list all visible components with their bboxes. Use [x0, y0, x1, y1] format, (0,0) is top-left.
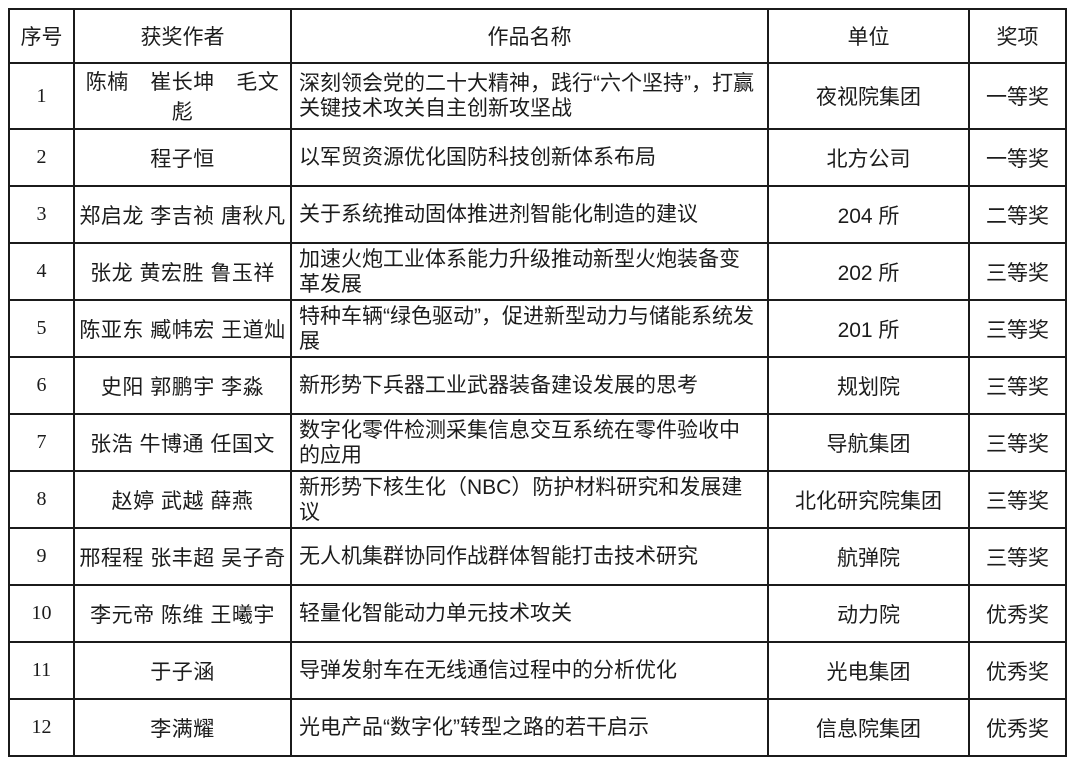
cell-title: 光电产品“数字化”转型之路的若干启示 [290, 698, 769, 757]
cell-award: 三等奖 [968, 299, 1067, 358]
cell-authors: 于子涵 [73, 641, 292, 700]
cell-no: 7 [8, 413, 75, 472]
cell-unit: 光电集团 [767, 641, 970, 700]
awards-table: 序号 获奖作者 作品名称 单位 奖项 1 陈楠 崔长坤 毛文彪 深刻领会党的二十… [8, 8, 1067, 757]
table-row: 10 李元帝 陈维 王曦宇 轻量化智能动力单元技术攻关 动力院 优秀奖 [8, 584, 1067, 643]
cell-title: 轻量化智能动力单元技术攻关 [290, 584, 769, 643]
cell-no: 2 [8, 128, 75, 187]
cell-authors: 赵婷 武越 薛燕 [73, 470, 292, 529]
cell-authors: 邢程程 张丰超 吴子奇 [73, 527, 292, 586]
cell-no: 4 [8, 242, 75, 301]
cell-no: 11 [8, 641, 75, 700]
cell-no: 1 [8, 62, 75, 130]
cell-authors: 李元帝 陈维 王曦宇 [73, 584, 292, 643]
table-header-row: 序号 获奖作者 作品名称 单位 奖项 [8, 8, 1067, 64]
cell-authors: 陈亚东 臧帏宏 王道灿 [73, 299, 292, 358]
table-row: 9 邢程程 张丰超 吴子奇 无人机集群协同作战群体智能打击技术研究 航弹院 三等… [8, 527, 1067, 586]
cell-award: 一等奖 [968, 128, 1067, 187]
table-row: 4 张龙 黄宏胜 鲁玉祥 加速火炮工业体系能力升级推动新型火炮装备变革发展 20… [8, 242, 1067, 301]
header-cell-no: 序号 [8, 8, 75, 64]
cell-unit: 202 所 [767, 242, 970, 301]
cell-authors: 陈楠 崔长坤 毛文彪 [73, 62, 292, 130]
cell-title: 数字化零件检测采集信息交互系统在零件验收中的应用 [290, 413, 769, 472]
cell-unit: 导航集团 [767, 413, 970, 472]
cell-authors: 李满耀 [73, 698, 292, 757]
cell-title: 以军贸资源优化国防科技创新体系布局 [290, 128, 769, 187]
header-cell-award: 奖项 [968, 8, 1067, 64]
table-row: 8 赵婷 武越 薛燕 新形势下核生化（NBC）防护材料研究和发展建议 北化研究院… [8, 470, 1067, 529]
cell-title: 特种车辆“绿色驱动”，促进新型动力与储能系统发展 [290, 299, 769, 358]
cell-unit: 夜视院集团 [767, 62, 970, 130]
cell-award: 三等奖 [968, 242, 1067, 301]
cell-no: 10 [8, 584, 75, 643]
cell-unit: 信息院集团 [767, 698, 970, 757]
table-row: 3 郑启龙 李吉祯 唐秋凡 关于系统推动固体推进剂智能化制造的建议 204 所 … [8, 185, 1067, 244]
table-row: 7 张浩 牛博通 任国文 数字化零件检测采集信息交互系统在零件验收中的应用 导航… [8, 413, 1067, 472]
header-cell-authors: 获奖作者 [73, 8, 292, 64]
cell-title: 新形势下兵器工业武器装备建设发展的思考 [290, 356, 769, 415]
cell-title: 加速火炮工业体系能力升级推动新型火炮装备变革发展 [290, 242, 769, 301]
cell-title: 新形势下核生化（NBC）防护材料研究和发展建议 [290, 470, 769, 529]
cell-title: 无人机集群协同作战群体智能打击技术研究 [290, 527, 769, 586]
cell-authors: 程子恒 [73, 128, 292, 187]
header-cell-title: 作品名称 [290, 8, 769, 64]
cell-no: 12 [8, 698, 75, 757]
cell-unit: 规划院 [767, 356, 970, 415]
cell-no: 6 [8, 356, 75, 415]
cell-award: 优秀奖 [968, 698, 1067, 757]
cell-award: 优秀奖 [968, 584, 1067, 643]
cell-unit: 动力院 [767, 584, 970, 643]
cell-no: 8 [8, 470, 75, 529]
cell-title: 关于系统推动固体推进剂智能化制造的建议 [290, 185, 769, 244]
cell-award: 三等奖 [968, 356, 1067, 415]
cell-authors: 史阳 郭鹏宇 李淼 [73, 356, 292, 415]
cell-award: 三等奖 [968, 527, 1067, 586]
cell-award: 二等奖 [968, 185, 1067, 244]
cell-unit: 204 所 [767, 185, 970, 244]
cell-award: 三等奖 [968, 413, 1067, 472]
table-row: 12 李满耀 光电产品“数字化”转型之路的若干启示 信息院集团 优秀奖 [8, 698, 1067, 757]
cell-no: 9 [8, 527, 75, 586]
header-cell-unit: 单位 [767, 8, 970, 64]
cell-award: 三等奖 [968, 470, 1067, 529]
table-row: 6 史阳 郭鹏宇 李淼 新形势下兵器工业武器装备建设发展的思考 规划院 三等奖 [8, 356, 1067, 415]
cell-unit: 航弹院 [767, 527, 970, 586]
cell-unit: 201 所 [767, 299, 970, 358]
cell-authors: 张浩 牛博通 任国文 [73, 413, 292, 472]
cell-unit: 北化研究院集团 [767, 470, 970, 529]
cell-no: 3 [8, 185, 75, 244]
cell-unit: 北方公司 [767, 128, 970, 187]
cell-title: 导弹发射车在无线通信过程中的分析优化 [290, 641, 769, 700]
cell-authors: 张龙 黄宏胜 鲁玉祥 [73, 242, 292, 301]
cell-authors: 郑启龙 李吉祯 唐秋凡 [73, 185, 292, 244]
table-row: 1 陈楠 崔长坤 毛文彪 深刻领会党的二十大精神，践行“六个坚持”，打赢关键技术… [8, 62, 1067, 130]
cell-no: 5 [8, 299, 75, 358]
cell-award: 一等奖 [968, 62, 1067, 130]
cell-title: 深刻领会党的二十大精神，践行“六个坚持”，打赢关键技术攻关自主创新攻坚战 [290, 62, 769, 130]
cell-award: 优秀奖 [968, 641, 1067, 700]
table-row: 11 于子涵 导弹发射车在无线通信过程中的分析优化 光电集团 优秀奖 [8, 641, 1067, 700]
table-row: 2 程子恒 以军贸资源优化国防科技创新体系布局 北方公司 一等奖 [8, 128, 1067, 187]
table-row: 5 陈亚东 臧帏宏 王道灿 特种车辆“绿色驱动”，促进新型动力与储能系统发展 2… [8, 299, 1067, 358]
